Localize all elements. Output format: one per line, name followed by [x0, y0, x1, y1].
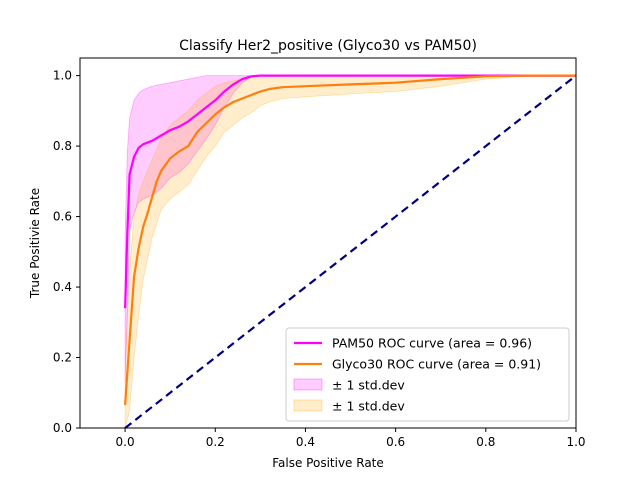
chance-diagonal-line: [124, 74, 576, 428]
y-tick-label-1: 0.2: [53, 351, 72, 365]
y-tick-label-5: 1.0: [53, 69, 72, 83]
roc-line-2: [124, 74, 576, 406]
y-tick-label-0: 0.0: [53, 421, 72, 435]
y-axis-label: True Positivie Rate: [28, 188, 42, 299]
legend-label-3: ± 1 std.dev: [332, 399, 405, 414]
y-tick-label-3: 0.6: [53, 210, 72, 224]
legend-label-0: PAM50 ROC curve (area = 0.96): [332, 336, 532, 351]
legend-swatch-band-2: [293, 378, 323, 391]
legend-label-1: Glyco30 ROC curve (area = 0.91): [332, 357, 541, 372]
x-tick-label-1: 0.2: [206, 435, 225, 449]
x-tick-label-2: 0.4: [296, 435, 315, 449]
plot-area: [124, 74, 576, 428]
axes: 0.0 0.2 0.4 0.6 0.8 1.0 0.0 0.2 0.4 0.6 0.8 1.0: [53, 69, 586, 449]
legend-swatch-band-3: [293, 399, 323, 412]
legend-box: [285, 327, 570, 422]
axes-frame: [79, 57, 577, 429]
chart-title: Classify Her2_positive (Glyco30 vs PAM50…: [179, 38, 477, 54]
plot-content: [124, 74, 576, 428]
x-tick-label-3: 0.6: [386, 435, 405, 449]
x-tick-label-5: 1.0: [566, 435, 585, 449]
x-tick-label-0: 0.0: [116, 435, 135, 449]
y-tick-label-4: 0.8: [53, 139, 72, 153]
roc-line-1: [124, 74, 576, 309]
legend: PAM50 ROC curve (area = 0.96) Glyco30 ROC…: [285, 327, 570, 422]
legend-label-2: ± 1 std.dev: [332, 378, 405, 393]
x-tick-label-4: 0.8: [476, 435, 495, 449]
x-axis-label: False Positive Rate: [272, 456, 384, 470]
y-tick-label-2: 0.4: [53, 280, 72, 294]
